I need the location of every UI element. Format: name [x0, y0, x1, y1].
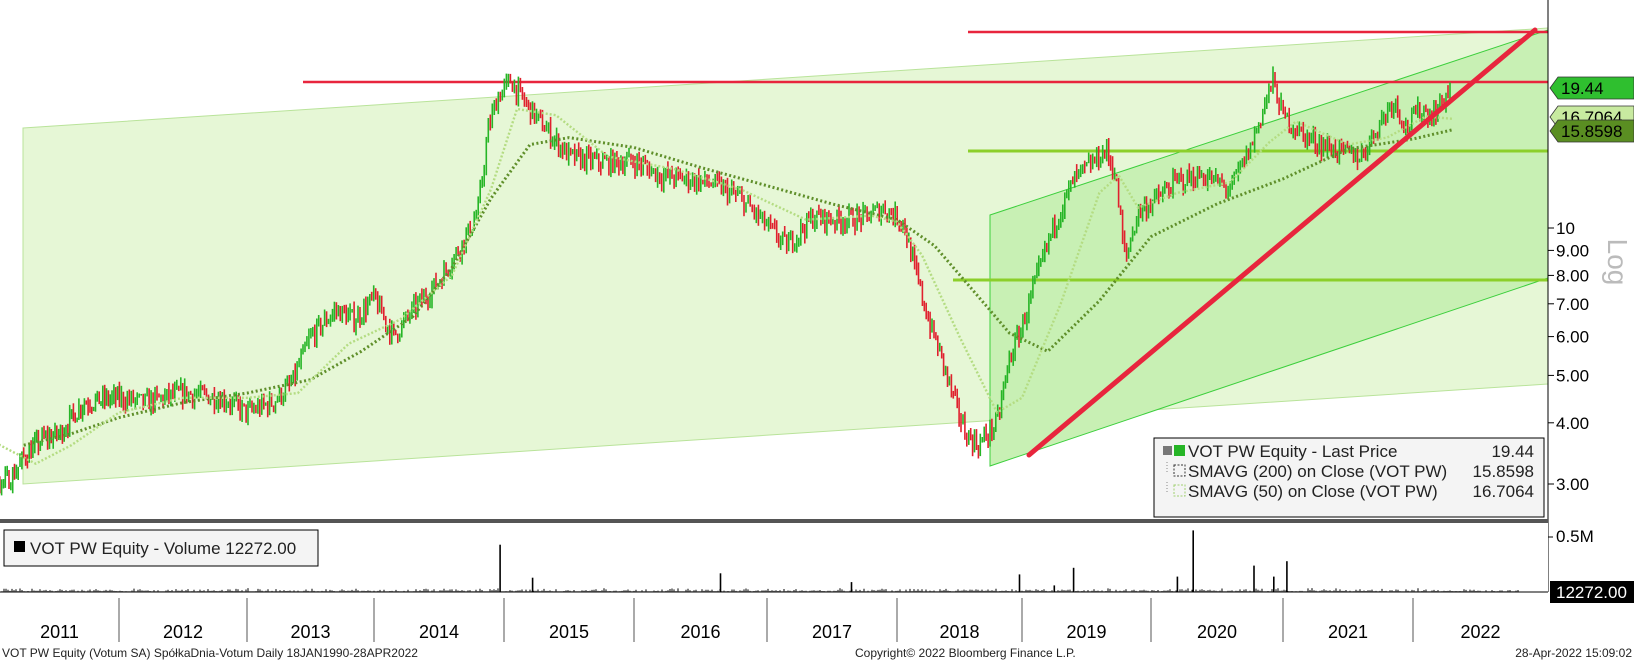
- legend-label: VOT PW Equity - Last Price: [1188, 442, 1397, 461]
- price-tag-box: [1549, 119, 1634, 143]
- volume-label: VOT PW Equity - Volume 12272.00: [30, 539, 296, 558]
- price-tag-box: [1549, 76, 1634, 100]
- panel-divider: [0, 519, 1548, 523]
- x-tick-label: 2016: [680, 622, 720, 642]
- x-tick-label: 2021: [1328, 622, 1368, 642]
- y-tick-label: 3.00: [1556, 475, 1589, 494]
- volume-tag-box: [1550, 581, 1634, 603]
- volume-panel: VOT PW Equity - Volume 12272.00 0.5M 122…: [0, 523, 1634, 603]
- footer-right: 28-Apr-2022 15:09:02: [1515, 646, 1632, 660]
- x-tick-label: 2020: [1197, 622, 1237, 642]
- volume-bars: [1, 530, 1519, 592]
- legend-value: 19.44: [1491, 442, 1534, 461]
- x-axis: 2011 2012 2013 2014 2015 2016 2017 2018 2019 2020…: [40, 598, 1501, 642]
- x-tick-label: 2018: [939, 622, 979, 642]
- x-tick-label: 2014: [419, 622, 459, 642]
- volume-legend-swatch: [14, 541, 25, 552]
- legend: VOT PW Equity - Last Price 19.44 SMAVG (20…: [1153, 437, 1545, 518]
- log-scale-label: Log: [1602, 239, 1633, 286]
- legend-marker: [1163, 446, 1172, 455]
- legend-value: 16.7064: [1473, 482, 1534, 501]
- y-axis-ticks: 3.00 4.00 5.00 6.00 7.00 8.00 9.00 10: [1548, 219, 1589, 494]
- x-tick-label: 2019: [1066, 622, 1106, 642]
- rising-trendline: [1026, 27, 1538, 458]
- price-tag-value: 15.8598: [1561, 122, 1622, 141]
- volume-tag: 12272.00: [1556, 583, 1627, 602]
- footer-center: Copyright© 2022 Bloomberg Finance L.P.: [855, 646, 1076, 660]
- volume-label-box: [3, 529, 319, 567]
- x-tick-label: 2015: [549, 622, 589, 642]
- footer-left: VOT PW Equity (Votum SA) SpółkaDnia-Votu…: [2, 646, 418, 660]
- x-tick-label: 2013: [290, 622, 330, 642]
- x-tick-label: 2022: [1460, 622, 1500, 642]
- legend-swatch-price: [1174, 445, 1185, 456]
- y-tick-label: 9.00: [1556, 241, 1589, 260]
- trendline: [1026, 27, 1538, 458]
- ma-200-line: [23, 128, 1453, 447]
- y-tick-label: 10: [1556, 219, 1575, 238]
- y-tick-label: 7.00: [1556, 295, 1589, 314]
- legend-swatch-ma200: [1173, 464, 1186, 477]
- legend-value: 15.8598: [1473, 462, 1534, 481]
- y-tick-label: 8.00: [1556, 266, 1589, 285]
- price-panel: [0, 27, 1548, 496]
- legend-box: [1153, 437, 1545, 518]
- y-tick-label: 6.00: [1556, 328, 1589, 347]
- y-tick-label: 4.00: [1556, 414, 1589, 433]
- x-tick-label: 2017: [812, 622, 852, 642]
- legend-swatch-ma50: [1173, 484, 1186, 497]
- volume-tick-label: 0.5M: [1556, 527, 1594, 546]
- x-tick-label: 2012: [163, 622, 203, 642]
- legend-label: SMAVG (200) on Close (VOT PW): [1188, 462, 1447, 481]
- moving-averages: [0, 107, 1453, 466]
- y-tick-label: 5.00: [1556, 366, 1589, 385]
- price-tag-value: 19.44: [1561, 79, 1604, 98]
- x-tick-label: 2011: [40, 622, 79, 642]
- legend-label: SMAVG (50) on Close (VOT PW): [1188, 482, 1438, 501]
